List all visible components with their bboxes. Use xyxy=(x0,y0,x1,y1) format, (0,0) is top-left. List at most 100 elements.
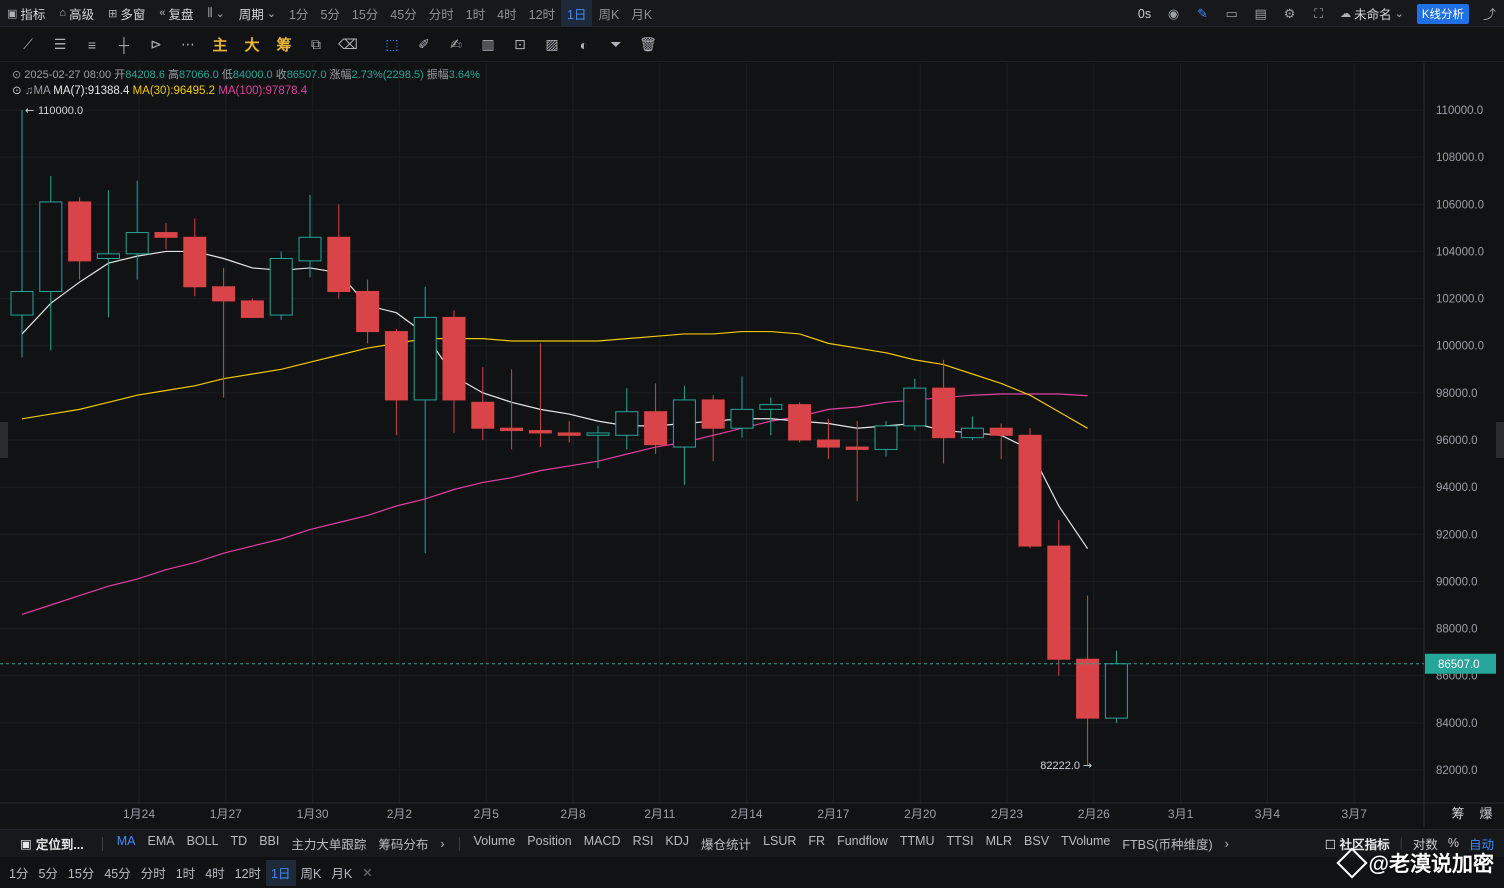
filter-icon[interactable]: ⏷ xyxy=(610,36,622,52)
comment-icon[interactable]: ▭ xyxy=(1225,5,1238,21)
period-dropdown[interactable]: 周期 ⌄ xyxy=(238,7,276,22)
period-tab[interactable]: 15分 xyxy=(351,7,379,22)
eraser-icon[interactable]: ⌫ xyxy=(338,36,358,52)
brush-icon[interactable]: ✍ xyxy=(450,36,462,52)
sub-indicator-tab[interactable]: Position xyxy=(527,834,572,848)
bottom-period-tab[interactable]: 4时 xyxy=(205,867,225,881)
layout-name-dropdown[interactable]: ☁ 未命名 ⌄ xyxy=(1340,8,1404,22)
locate-button[interactable]: ▣ 定位到... xyxy=(20,837,84,852)
crosshair-line-icon[interactable]: ┼ xyxy=(119,36,129,53)
period-tab[interactable]: 分时 xyxy=(428,7,454,22)
main-indicator-tab[interactable]: MA xyxy=(116,834,136,848)
period-tab[interactable]: 45分 xyxy=(390,7,417,22)
bottom-period-bar: 1分 5分 15分 45分 分时 1时 4时 12时 1日 周K 月K ✕ xyxy=(0,857,1504,888)
kline-analysis-button[interactable]: K线分析 xyxy=(1416,3,1469,24)
ruler-icon[interactable]: ✐ xyxy=(418,36,430,52)
bottom-period-tab[interactable]: 1分 xyxy=(9,867,29,881)
parallel-lines-icon[interactable]: ☰ xyxy=(53,36,67,52)
sub-indicator-tab[interactable]: Fundflow xyxy=(837,834,888,848)
main-indicator-tab[interactable]: BOLL xyxy=(186,834,219,848)
share-icon[interactable]: ⤴ xyxy=(1482,7,1496,22)
sub-indicator-tab[interactable]: RSI xyxy=(632,834,654,848)
bottom-period-tab[interactable]: 周K xyxy=(300,867,322,881)
main-indicator-tab[interactable]: 主力大单跟踪 xyxy=(291,838,367,852)
candles-icon[interactable]: ▥ xyxy=(481,36,495,52)
bottom-period-tab[interactable]: 1日 xyxy=(266,859,296,886)
sub-indicator-tab[interactable]: TTSI xyxy=(946,834,974,848)
chart-type-button[interactable]: ⫼ ⌄ xyxy=(200,0,231,27)
sub-indicator-tab[interactable]: LSUR xyxy=(763,834,797,848)
sub-indicator-tab[interactable]: FR xyxy=(808,834,826,848)
bottom-period-tab[interactable]: 12时 xyxy=(234,867,262,881)
compare-icon[interactable]: ⧉ xyxy=(311,36,321,52)
main-indicator-tab[interactable]: TD xyxy=(230,834,248,848)
sub-indicator-tab[interactable]: TTMU xyxy=(899,834,935,848)
main-indicator-tab[interactable]: EMA xyxy=(147,834,175,848)
right-panel-handle[interactable] xyxy=(1496,422,1504,458)
collapse-icon[interactable]: ⊙ xyxy=(12,85,22,97)
alert-icon[interactable]: ♫ xyxy=(24,85,34,97)
main-indicator-tab[interactable]: BBI xyxy=(259,834,280,848)
sub-indicator-tab[interactable]: BSV xyxy=(1024,834,1050,848)
magnet-icon[interactable]: ◐ xyxy=(579,36,589,53)
template-icon[interactable]: ▤ xyxy=(1254,5,1267,21)
edit-icon[interactable]: ▨ xyxy=(545,36,559,52)
chevron-right-icon[interactable]: › xyxy=(1224,836,1229,851)
period-tab[interactable]: 1时 xyxy=(465,7,486,22)
bottom-period-tab[interactable]: 月K xyxy=(331,867,353,881)
horizontal-lines-icon[interactable]: ≡ xyxy=(87,36,97,53)
bottom-period-tab[interactable]: 15分 xyxy=(67,867,95,881)
advanced-button[interactable]: ⌂ 高级 xyxy=(59,7,95,22)
sub-indicator-tab[interactable]: MLR xyxy=(985,834,1013,848)
period-tab[interactable]: 4时 xyxy=(497,7,517,22)
settings-icon[interactable]: ⚙ xyxy=(1283,5,1296,21)
left-panel-handle[interactable] xyxy=(0,422,8,458)
percent-scale-toggle[interactable]: % xyxy=(1447,836,1459,850)
main-force-button[interactable]: 主 xyxy=(212,37,228,54)
period-tab[interactable]: 12时 xyxy=(528,7,556,22)
more-tools-icon[interactable]: ⋯ xyxy=(181,36,195,52)
chevron-right-icon[interactable]: › xyxy=(440,836,445,851)
main-indicator-tab[interactable]: 筹码分布 xyxy=(378,838,429,852)
candle-body xyxy=(960,427,984,439)
sub-indicator-tab[interactable]: KDJ xyxy=(665,834,690,848)
sub-indicator-tab[interactable]: TVolume xyxy=(1061,834,1111,848)
community-indicators-button[interactable]: ☐ 社区指标 xyxy=(1324,837,1390,852)
period-tab[interactable]: 周K xyxy=(598,7,620,22)
pitchfork-icon[interactable]: ⊳ xyxy=(150,36,162,52)
trash-icon[interactable]: 🗑 xyxy=(639,36,657,52)
period-tab[interactable]: 月K xyxy=(631,7,653,22)
candlestick-chart[interactable]: 110000.0 108000.0 106000.0 104000.0 102000.0… xyxy=(0,63,1504,827)
close-icon[interactable]: ✕ xyxy=(362,866,373,880)
log-scale-toggle[interactable]: 对数 xyxy=(1412,837,1438,852)
indicators-button[interactable]: ▣ 指标 xyxy=(7,7,46,22)
multi-window-button[interactable]: ⊞ 多窗 xyxy=(108,7,146,22)
auto-scale-toggle[interactable]: 自动 xyxy=(1468,837,1494,852)
collapse-icon[interactable]: ⊙ xyxy=(12,69,22,81)
chart-extra-toggle[interactable]: 筹 xyxy=(1451,806,1464,822)
trendline-icon[interactable]: ⟋ xyxy=(23,36,33,52)
sub-indicator-tab[interactable]: Volume xyxy=(473,834,516,848)
pen-icon[interactable]: ✎ xyxy=(1197,5,1209,21)
period-tab[interactable]: 1日 xyxy=(561,0,593,27)
camera-icon[interactable]: ◉ xyxy=(1167,5,1180,21)
big-order-button[interactable]: 大 xyxy=(244,37,260,54)
sub-indicator-tab[interactable]: 爆仓统计 xyxy=(701,838,752,852)
period-tab[interactable]: 1分 xyxy=(288,7,309,22)
bottom-period-tab[interactable]: 1时 xyxy=(175,867,196,881)
sub-indicator-tab[interactable]: MACD xyxy=(583,834,621,848)
bottom-period-tab[interactable]: 45分 xyxy=(104,867,131,881)
select-tool-icon[interactable]: ⬚ xyxy=(385,36,399,52)
candle-body xyxy=(384,331,408,401)
chips-button[interactable]: 筹 xyxy=(276,37,292,54)
fullscreen-icon[interactable]: ⛶ xyxy=(1314,5,1324,21)
bottom-period-tab[interactable]: 5分 xyxy=(38,867,58,881)
x-tick-label: 2月5 xyxy=(474,807,500,821)
bottom-period-tab[interactable]: 分时 xyxy=(140,867,166,881)
period-tab[interactable]: 5分 xyxy=(320,7,340,22)
replay-button[interactable]: «复盘 xyxy=(159,7,194,22)
sub-indicator-tab[interactable]: FTBS(币种维度) xyxy=(1122,838,1213,852)
candle-body xyxy=(183,236,207,288)
lock-icon[interactable]: ⊡ xyxy=(514,36,526,52)
chart-extra-toggle[interactable]: 爆 xyxy=(1479,807,1492,822)
